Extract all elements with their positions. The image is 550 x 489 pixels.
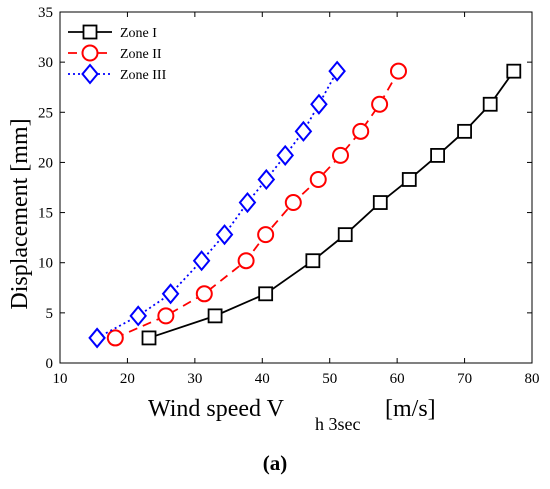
legend-entry: Zone I: [68, 24, 157, 41]
y-tick-label: 25: [38, 105, 53, 121]
data-point: [195, 285, 213, 303]
legend-entry: Zone II: [68, 44, 162, 62]
data-point: [106, 329, 124, 347]
data-point: [352, 122, 370, 140]
data-point: [215, 224, 234, 246]
figure-caption: (a): [263, 451, 288, 475]
legend-label: Zone II: [120, 47, 162, 62]
data-point: [389, 62, 407, 80]
data-point: [305, 253, 321, 269]
series-3: [88, 60, 346, 349]
data-point: [430, 148, 446, 163]
x-tick-label: 60: [390, 371, 405, 387]
data-point: [238, 191, 257, 214]
data-point: [192, 250, 211, 272]
legend-label: Zone I: [120, 26, 157, 41]
x-axis-label-subscript: h 3sec: [315, 414, 360, 434]
x-axis-label: Wind speed V h 3sec [m/s]: [148, 396, 436, 436]
series-2: [106, 62, 407, 347]
x-tick-label: 80: [525, 371, 540, 387]
y-tick-label: 35: [38, 5, 53, 21]
data-point: [482, 96, 498, 112]
legend-marker: [81, 63, 99, 85]
legend: Zone I Zone II Zone III: [68, 24, 167, 85]
data-point: [88, 327, 106, 349]
x-tick-label: 70: [457, 371, 472, 387]
data-point: [371, 95, 389, 113]
y-tick-label: 0: [46, 356, 54, 372]
x-tick-label: 30: [187, 371, 202, 387]
x-tick-label: 10: [53, 371, 68, 387]
data-point: [284, 194, 302, 212]
legend-marker: [81, 44, 99, 62]
x-tick-label: 40: [255, 371, 270, 387]
series-1: [141, 63, 522, 346]
x-axis-label-main: Wind speed V: [148, 396, 285, 422]
legend-label: Zone III: [120, 68, 167, 83]
y-tick-label: 20: [38, 155, 53, 171]
x-tick-label: 20: [120, 371, 135, 387]
data-point: [401, 172, 417, 187]
data-point: [207, 308, 223, 324]
legend-marker: [82, 24, 98, 40]
y-tick-label: 5: [46, 306, 54, 322]
data-point: [310, 93, 328, 115]
data-point: [257, 226, 275, 244]
data-point: [161, 283, 180, 305]
x-axis-label-unit: [m/s]: [385, 396, 436, 422]
data-point: [337, 227, 353, 243]
data-point: [237, 252, 255, 270]
data-point: [457, 123, 472, 139]
data-point: [332, 146, 350, 164]
data-point: [258, 286, 274, 302]
x-tick-label: 50: [322, 371, 337, 387]
data-point: [257, 168, 276, 191]
axes: 10 20 30 40 50 60 70 80 0 5 10 15 20 25 30 35: [38, 5, 540, 387]
plot-marks: [88, 60, 522, 349]
y-tick-label: 15: [38, 206, 53, 222]
data-point: [129, 305, 148, 327]
plot-frame: [59, 11, 533, 364]
data-point: [506, 63, 522, 79]
y-axis-label: Displacement [mm]: [7, 118, 33, 309]
data-point: [276, 144, 295, 166]
data-point: [157, 307, 175, 325]
data-point: [328, 60, 346, 82]
data-point: [372, 195, 388, 210]
data-point: [141, 330, 157, 346]
y-tick-label: 30: [38, 55, 53, 71]
data-point: [294, 120, 313, 142]
legend-entry: Zone III: [68, 63, 167, 85]
axis-labels: Displacement [mm] Wind speed V h 3sec [m…: [7, 118, 436, 475]
y-tick-label: 10: [38, 256, 53, 272]
data-point: [309, 170, 327, 188]
